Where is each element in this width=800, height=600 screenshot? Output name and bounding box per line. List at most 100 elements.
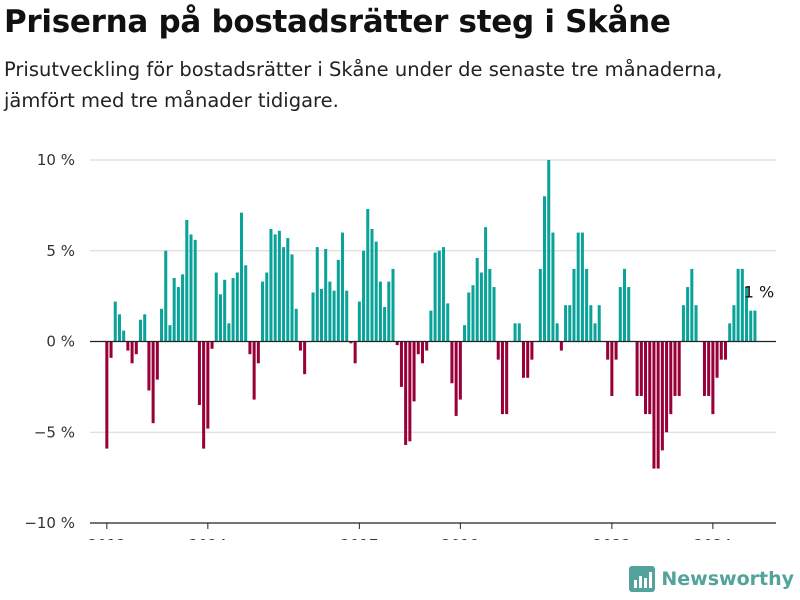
bar <box>218 294 222 342</box>
bar-chart: 10 % 5 % 0 % −5 % −10 % 2012 2014 2017 2019 2022… <box>24 151 776 540</box>
x-tick-label: 2019 <box>441 536 479 540</box>
bar <box>408 341 412 442</box>
bar <box>239 212 244 342</box>
bar <box>185 219 189 342</box>
bar <box>357 301 361 342</box>
bar <box>189 234 193 342</box>
bar <box>378 281 382 342</box>
bar <box>416 341 420 355</box>
bar <box>202 341 206 449</box>
bar <box>303 341 307 375</box>
bar <box>686 287 690 342</box>
bar <box>572 268 576 342</box>
bar <box>160 308 164 342</box>
bar <box>446 303 450 342</box>
bar <box>488 268 492 342</box>
latest-value-label: 1 % <box>744 283 774 302</box>
bar <box>235 272 239 342</box>
bar <box>622 268 627 342</box>
bar <box>644 341 648 415</box>
bar <box>564 305 568 342</box>
bar <box>753 310 757 342</box>
bar <box>513 323 517 342</box>
bar <box>138 319 143 342</box>
bar <box>143 314 147 342</box>
bar <box>286 238 290 342</box>
y-axis-labels: 10 % 5 % 0 % −5 % −10 % <box>24 151 75 532</box>
bar <box>151 341 155 424</box>
bar <box>256 341 260 364</box>
bar <box>543 196 547 342</box>
bar <box>155 341 159 380</box>
bar <box>614 341 618 360</box>
bar <box>492 287 496 342</box>
bar <box>732 305 736 342</box>
x-tick-label: 2024 <box>694 536 732 540</box>
bar <box>336 259 340 342</box>
bar <box>117 314 121 342</box>
bar <box>711 341 715 415</box>
bar <box>484 227 488 342</box>
x-tick-label: 2014 <box>189 536 227 540</box>
bar <box>366 209 370 342</box>
bar <box>328 281 332 342</box>
bar <box>736 268 740 342</box>
bar <box>707 341 711 396</box>
bar <box>702 341 706 396</box>
bar <box>665 341 669 433</box>
bar <box>715 341 719 378</box>
bar <box>433 252 437 342</box>
bar <box>530 341 534 360</box>
bar <box>193 239 197 342</box>
y-tick-label: −5 % <box>34 423 75 441</box>
bar <box>719 341 723 360</box>
x-tick-label: 2022 <box>593 536 631 540</box>
bar <box>147 341 151 391</box>
bar <box>690 268 694 342</box>
bar <box>176 287 180 342</box>
y-tick-label: −10 % <box>24 514 75 532</box>
bar <box>555 323 559 342</box>
bar <box>122 330 126 342</box>
bar <box>568 305 572 342</box>
bar <box>580 232 584 342</box>
bar <box>223 279 227 342</box>
bar <box>399 341 403 387</box>
bar <box>282 247 286 342</box>
bar <box>660 341 664 451</box>
bar <box>324 248 328 342</box>
bar <box>450 341 454 384</box>
bar <box>521 341 525 378</box>
bar <box>669 341 673 415</box>
bar <box>105 341 109 449</box>
bar <box>673 341 677 396</box>
brand-name: Newsworthy <box>661 568 794 590</box>
bar <box>319 288 323 342</box>
bar <box>589 305 593 342</box>
bar <box>370 228 374 342</box>
bar <box>231 277 235 342</box>
bar <box>559 341 563 351</box>
bar <box>362 250 366 342</box>
bar <box>227 323 231 342</box>
bar <box>610 341 614 396</box>
bar <box>635 341 639 396</box>
y-tick-label: 5 % <box>46 242 75 260</box>
bar <box>113 301 117 342</box>
bar <box>505 341 509 415</box>
bar <box>277 230 281 342</box>
bar <box>576 232 580 342</box>
chart-subtitle: Prisutveckling för bostadsrätter i Skåne… <box>4 58 723 112</box>
bar <box>341 232 345 342</box>
bar <box>745 287 749 342</box>
bar <box>349 341 353 344</box>
bar <box>391 268 395 342</box>
bar <box>273 234 277 342</box>
bar <box>374 241 378 342</box>
bar <box>315 247 319 342</box>
bar <box>538 268 542 342</box>
bar <box>740 268 744 342</box>
bar <box>197 341 201 406</box>
bar <box>454 341 458 416</box>
bar <box>294 308 298 342</box>
